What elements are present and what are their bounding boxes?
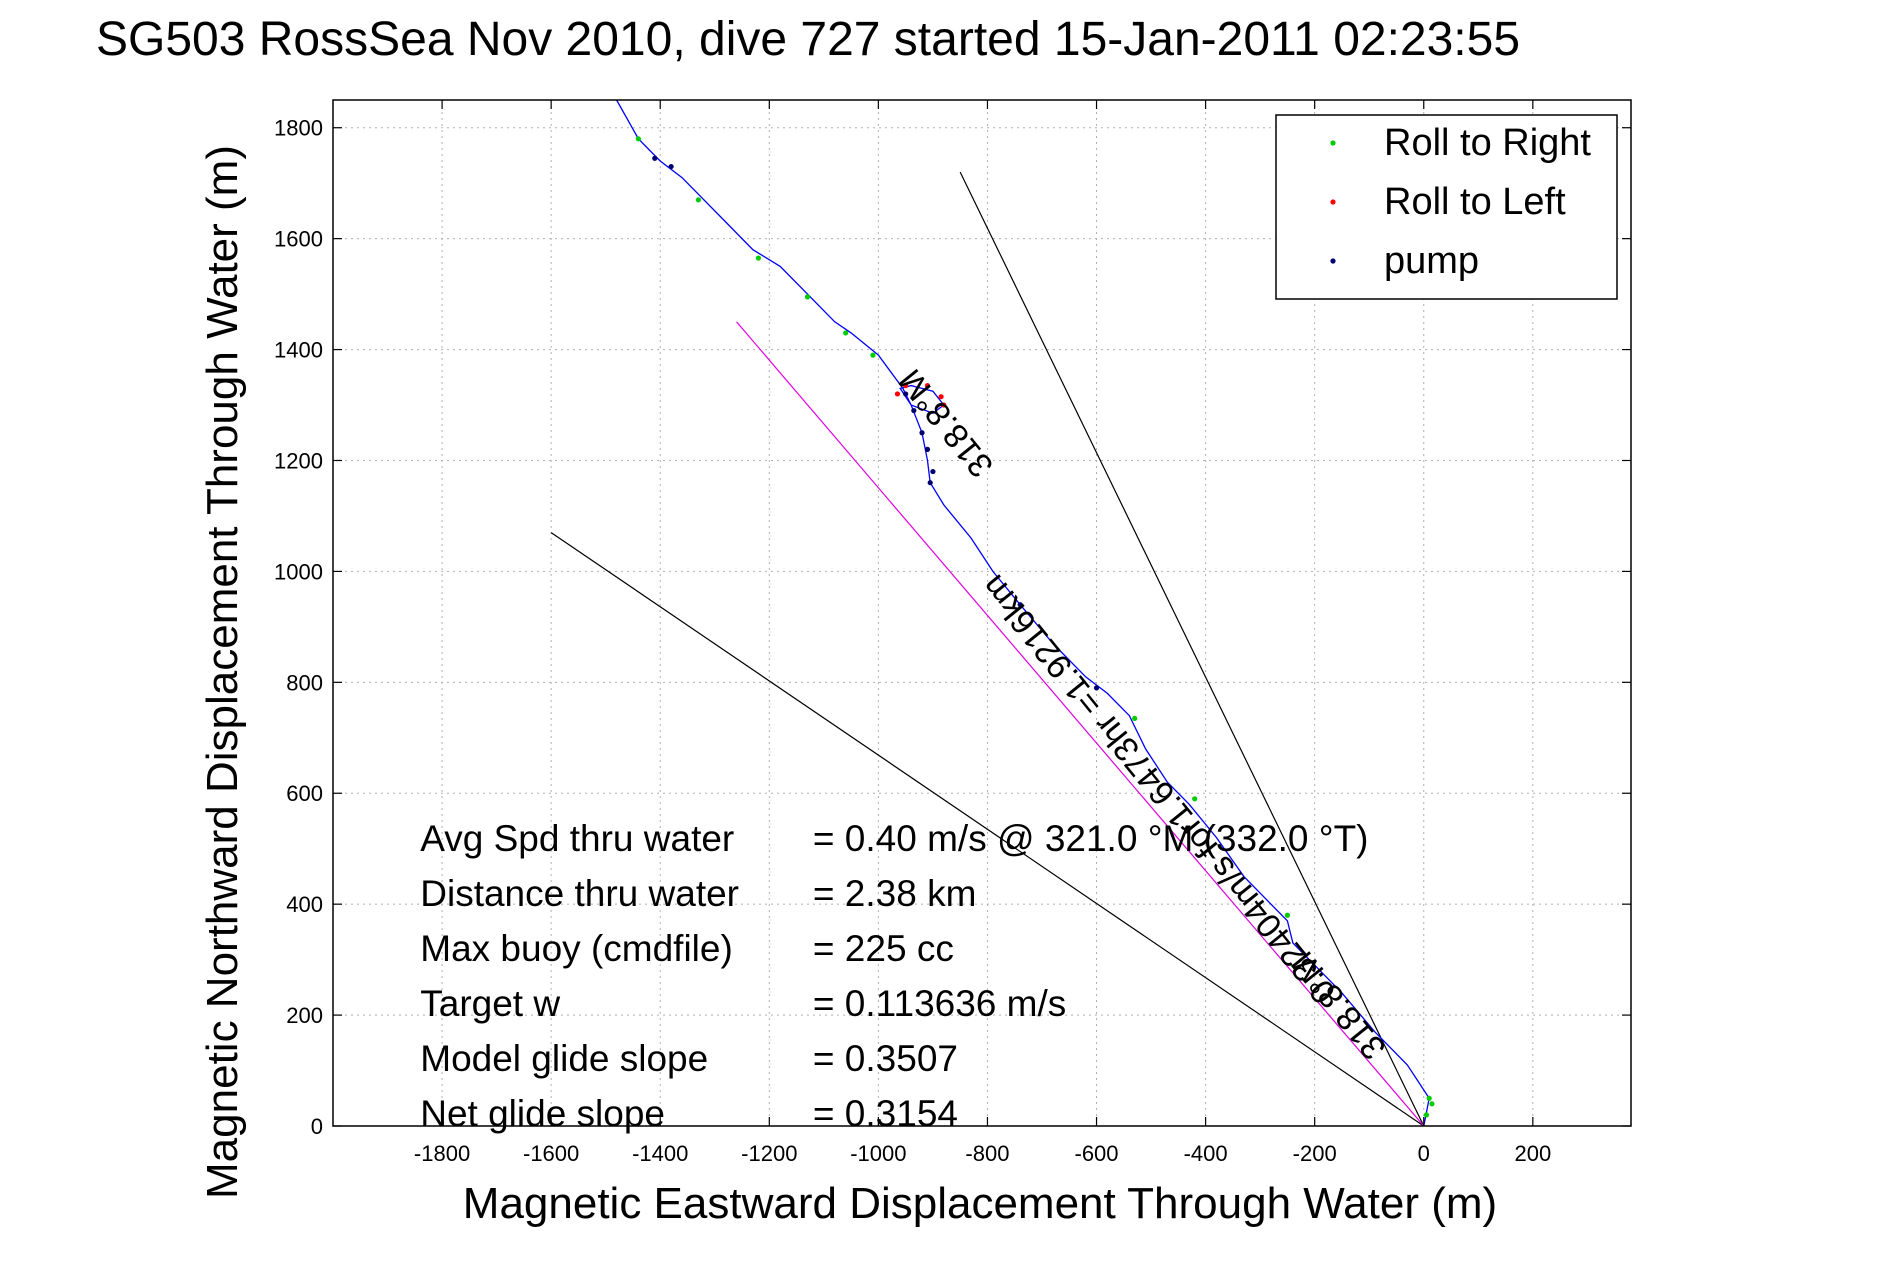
x-tick-label-7: -400 [1184, 1141, 1228, 1166]
reference-lines [550, 171, 1425, 1127]
point-roll-right-0 [1423, 1112, 1430, 1118]
y-tick-label-7: 1400 [274, 338, 323, 363]
point-roll-left-1 [903, 383, 909, 389]
x-axis-title: Magnetic Eastward Displacement Through W… [463, 1179, 1497, 1228]
annotation-value-3: = 0.113636 m/s [813, 983, 1066, 1024]
y-tick-label-9: 1800 [274, 116, 323, 141]
point-pump-1 [1017, 602, 1023, 608]
point-roll-left-4 [941, 402, 947, 408]
legend-items: Roll to Right Roll to Left pump [1330, 122, 1591, 282]
point-pump-8 [668, 163, 674, 170]
annotation-label-2: Max buoy (cmdfile) [420, 928, 733, 969]
point-roll-left-3 [938, 394, 944, 400]
y-tick-label-1: 200 [286, 1003, 323, 1028]
x-tick-label-3: -1200 [741, 1141, 797, 1166]
reference-line-0 [550, 532, 1425, 1127]
point-pump-3 [927, 480, 933, 486]
ticks: -1800 -1600 -1400 -1200 -1000 -800 -600 -400 -20… [274, 100, 1631, 1166]
point-roll-right-5 [1132, 715, 1138, 721]
plot-frame [332, 99, 1632, 1127]
annotation-value-5: = 0.3154 [813, 1093, 958, 1134]
legend-marker-0 [1330, 140, 1336, 146]
point-roll-right-3 [1284, 912, 1291, 918]
annotation-value-4: = 0.3507 [813, 1038, 958, 1079]
reference-line-2 [736, 321, 1425, 1127]
annotation-label-4: Model glide slope [420, 1038, 708, 1079]
reference-line-1 [959, 171, 1425, 1127]
point-pump-5 [919, 430, 925, 436]
x-tick-label-4: -1000 [850, 1141, 906, 1166]
point-roll-right-6 [870, 352, 876, 358]
legend-box [1275, 114, 1618, 300]
y-tick-label-4: 800 [286, 670, 323, 695]
annotation-label-0: Avg Spd thru water [420, 818, 734, 859]
point-pump-0 [1093, 685, 1100, 691]
point-roll-left-2 [924, 383, 931, 389]
chart-title: SG503 RossSea Nov 2010, dive 727 started… [96, 13, 1520, 66]
x-tick-label-8: -200 [1293, 1141, 1337, 1166]
point-roll-right-9 [755, 255, 761, 261]
y-axis-title: Magnetic Northward Displacement Through … [198, 145, 247, 1199]
point-roll-right-8 [804, 294, 811, 300]
legend-label-0: Roll to Right [1384, 122, 1591, 164]
point-pump-7 [903, 391, 909, 397]
x-tick-label-2: -1400 [632, 1141, 688, 1166]
markers-layer [635, 136, 1435, 1118]
annotations: Avg Spd thru water = 0.40 m/s @ 321.0 °M … [420, 818, 1368, 1134]
legend-label-1: Roll to Left [1384, 181, 1566, 223]
y-tick-label-6: 1200 [274, 448, 323, 473]
point-pump-2 [930, 468, 936, 475]
point-roll-right-10 [695, 197, 702, 203]
legend-label-2: pump [1384, 240, 1479, 282]
point-roll-left-0 [894, 391, 901, 397]
x-tick-label-0: -1800 [414, 1141, 470, 1166]
point-roll-right-1 [1429, 1101, 1435, 1107]
annotation-label-1: Distance thru water [420, 873, 739, 914]
point-roll-right-4 [1192, 796, 1198, 802]
point-roll-right-7 [843, 330, 849, 336]
y-tick-label-5: 1000 [274, 559, 323, 584]
legend-marker-2 [1330, 258, 1336, 264]
point-pump-4 [924, 446, 931, 452]
y-tick-label-8: 1600 [274, 227, 323, 252]
series-layer [616, 99, 1430, 1127]
point-roll-right-11 [635, 136, 642, 142]
annotation-label-3: Target w [420, 983, 560, 1024]
y-tick-label-2: 400 [286, 892, 323, 917]
annotation-label-5: Net glide slope [420, 1093, 665, 1134]
x-tick-label-1: -1600 [523, 1141, 579, 1166]
point-pump-6 [911, 407, 917, 414]
y-tick-label-3: 600 [286, 781, 323, 806]
point-pump-9 [652, 155, 658, 161]
point-roll-right-2 [1426, 1095, 1432, 1101]
x-tick-label-10: 200 [1514, 1141, 1551, 1166]
x-tick-label-5: -800 [965, 1141, 1009, 1166]
x-tick-label-6: -600 [1075, 1141, 1119, 1166]
x-tick-label-9: 0 [1418, 1141, 1430, 1166]
series-line-track [616, 99, 1430, 1127]
legend-marker-1 [1330, 199, 1336, 205]
annotation-value-2: = 225 cc [813, 928, 954, 969]
legend: Roll to Right Roll to Left pump [1275, 114, 1618, 300]
y-tick-label-0: 0 [311, 1114, 323, 1139]
annotation-value-0: = 0.40 m/s @ 321.0 °M (332.0 °T) [813, 818, 1369, 859]
annotation-value-1: = 2.38 km [813, 873, 977, 914]
